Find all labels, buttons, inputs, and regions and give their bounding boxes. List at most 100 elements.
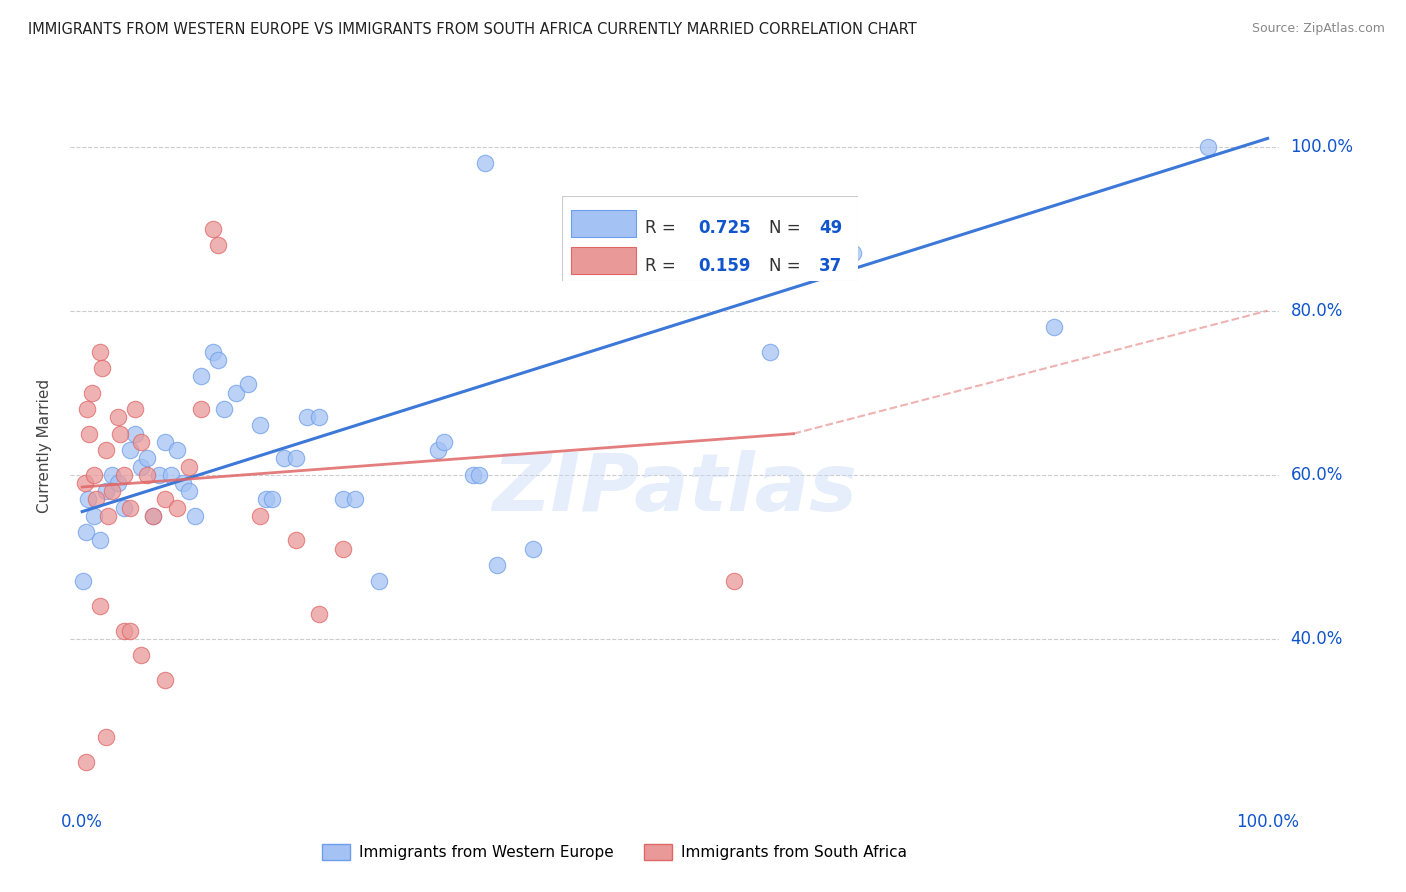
Point bbox=[249, 508, 271, 523]
Point bbox=[522, 541, 544, 556]
Point bbox=[75, 755, 97, 769]
Point bbox=[474, 156, 496, 170]
Point bbox=[118, 624, 141, 638]
Bar bbox=[571, 210, 636, 237]
Point bbox=[190, 369, 212, 384]
Point bbox=[841, 246, 863, 260]
Point bbox=[254, 492, 277, 507]
Point bbox=[142, 508, 165, 523]
Point bbox=[166, 500, 188, 515]
Text: 0.159: 0.159 bbox=[699, 257, 751, 275]
Point bbox=[207, 352, 229, 367]
Point bbox=[89, 599, 111, 613]
Point bbox=[77, 492, 100, 507]
Text: 40.0%: 40.0% bbox=[1291, 630, 1343, 648]
Point bbox=[308, 607, 330, 622]
Point bbox=[1197, 139, 1219, 153]
Point bbox=[249, 418, 271, 433]
Point bbox=[83, 467, 105, 482]
Text: 0.725: 0.725 bbox=[699, 219, 751, 237]
Point bbox=[124, 426, 146, 441]
Point bbox=[201, 221, 224, 235]
Point bbox=[332, 492, 354, 507]
Point bbox=[463, 467, 485, 482]
Point bbox=[97, 508, 120, 523]
Text: N =: N = bbox=[769, 219, 806, 237]
Text: 80.0%: 80.0% bbox=[1291, 301, 1343, 319]
Point bbox=[142, 508, 165, 523]
Text: 49: 49 bbox=[820, 219, 842, 237]
Point bbox=[172, 475, 194, 490]
Point bbox=[131, 434, 153, 449]
Point bbox=[177, 484, 200, 499]
Point bbox=[201, 344, 224, 359]
Point bbox=[112, 500, 135, 515]
Point bbox=[131, 459, 153, 474]
Point bbox=[94, 730, 117, 744]
Point bbox=[284, 451, 307, 466]
Point bbox=[72, 574, 94, 589]
Text: 100.0%: 100.0% bbox=[1291, 137, 1354, 155]
Point bbox=[107, 475, 129, 490]
Point bbox=[112, 467, 135, 482]
Point bbox=[94, 484, 117, 499]
Point bbox=[94, 443, 117, 458]
Point bbox=[101, 484, 124, 499]
Point bbox=[308, 410, 330, 425]
Point bbox=[190, 402, 212, 417]
Point bbox=[207, 238, 229, 252]
Point bbox=[236, 377, 259, 392]
Point bbox=[73, 475, 96, 490]
Point bbox=[75, 525, 97, 540]
Point bbox=[723, 262, 745, 277]
Text: 37: 37 bbox=[820, 257, 842, 275]
Point bbox=[153, 673, 176, 687]
Point bbox=[77, 426, 100, 441]
Point bbox=[367, 574, 389, 589]
Point bbox=[112, 624, 135, 638]
Point bbox=[118, 500, 141, 515]
Y-axis label: Currently Married: Currently Married bbox=[37, 379, 52, 513]
Point bbox=[486, 558, 509, 572]
Text: R =: R = bbox=[645, 257, 681, 275]
Text: Source: ZipAtlas.com: Source: ZipAtlas.com bbox=[1251, 22, 1385, 36]
Point bbox=[758, 344, 780, 359]
Point bbox=[166, 443, 188, 458]
Point bbox=[343, 492, 366, 507]
Point bbox=[86, 492, 108, 507]
Point bbox=[108, 426, 131, 441]
Point bbox=[89, 344, 111, 359]
Point bbox=[184, 508, 207, 523]
Text: 60.0%: 60.0% bbox=[1291, 466, 1343, 483]
Point bbox=[148, 467, 170, 482]
Bar bbox=[571, 247, 636, 274]
Point bbox=[273, 451, 295, 466]
Text: R =: R = bbox=[645, 219, 681, 237]
Point bbox=[76, 402, 98, 417]
Point bbox=[153, 434, 176, 449]
Point bbox=[124, 402, 146, 417]
Point bbox=[160, 467, 183, 482]
Point bbox=[297, 410, 319, 425]
Point bbox=[118, 443, 141, 458]
Point bbox=[225, 385, 247, 400]
Point bbox=[426, 443, 449, 458]
Point bbox=[723, 574, 745, 589]
Point bbox=[89, 533, 111, 548]
Point bbox=[284, 533, 307, 548]
Point bbox=[214, 402, 236, 417]
Text: ZIPatlas: ZIPatlas bbox=[492, 450, 858, 528]
Point bbox=[136, 467, 159, 482]
Text: IMMIGRANTS FROM WESTERN EUROPE VS IMMIGRANTS FROM SOUTH AFRICA CURRENTLY MARRIED: IMMIGRANTS FROM WESTERN EUROPE VS IMMIGR… bbox=[28, 22, 917, 37]
Point bbox=[153, 492, 176, 507]
Point bbox=[131, 648, 153, 662]
Point bbox=[177, 459, 200, 474]
Point bbox=[136, 451, 159, 466]
Point bbox=[1043, 320, 1066, 334]
Point bbox=[433, 434, 456, 449]
Point bbox=[91, 361, 114, 376]
Point bbox=[107, 410, 129, 425]
Point bbox=[83, 508, 105, 523]
Point bbox=[468, 467, 491, 482]
Text: N =: N = bbox=[769, 257, 806, 275]
